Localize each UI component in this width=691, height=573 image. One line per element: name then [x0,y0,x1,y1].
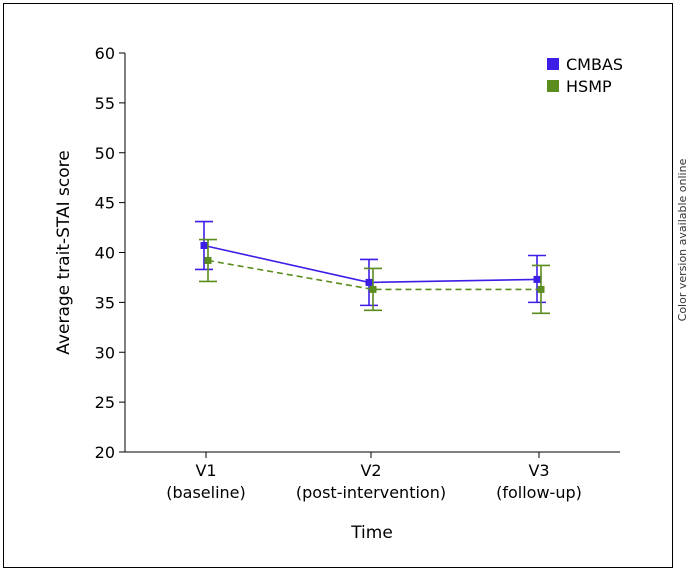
y-tick-label: 60 [95,44,115,63]
data-point [533,275,541,283]
series-line [203,244,538,284]
series-line [207,259,541,291]
x-tick-label: V3 [528,461,549,480]
y-tick-label: 40 [95,244,115,263]
y-tick-label: 55 [95,94,115,113]
legend-label: CMBAS [566,55,623,74]
legend-swatch [547,80,559,92]
series-cmbas [195,220,546,307]
series-hsmp [199,238,550,315]
x-tick-label: V2 [360,461,381,480]
y-tick-label: 45 [95,194,115,213]
data-point [537,285,545,293]
figure-frame [3,3,673,568]
y-tick-label: 20 [95,443,115,462]
y-tick-label: 50 [95,144,115,163]
x-tick-label: (baseline) [166,483,246,502]
data-point [200,242,208,250]
series-layer [195,220,550,315]
x-tick-label: (post-intervention) [296,483,446,502]
x-tick-label: (follow-up) [496,483,582,502]
y-tick-label: 30 [95,343,115,362]
x-axis-title: Time [350,523,393,543]
legend: CMBAS HSMP [547,55,623,96]
legend-label: HSMP [566,77,612,96]
y-tick-label: 35 [95,293,115,312]
x-tick-label: V1 [195,461,216,480]
axes: 20 25 30 35 40 45 50 55 60 V1 (baseline) V2 (post-in… [54,44,620,543]
legend-swatch [547,58,559,70]
data-point [204,256,212,264]
y-tick-label: 25 [95,393,115,412]
y-axis-title: Average trait-STAI score [54,150,74,354]
data-point [369,285,377,293]
data-point [365,278,373,286]
